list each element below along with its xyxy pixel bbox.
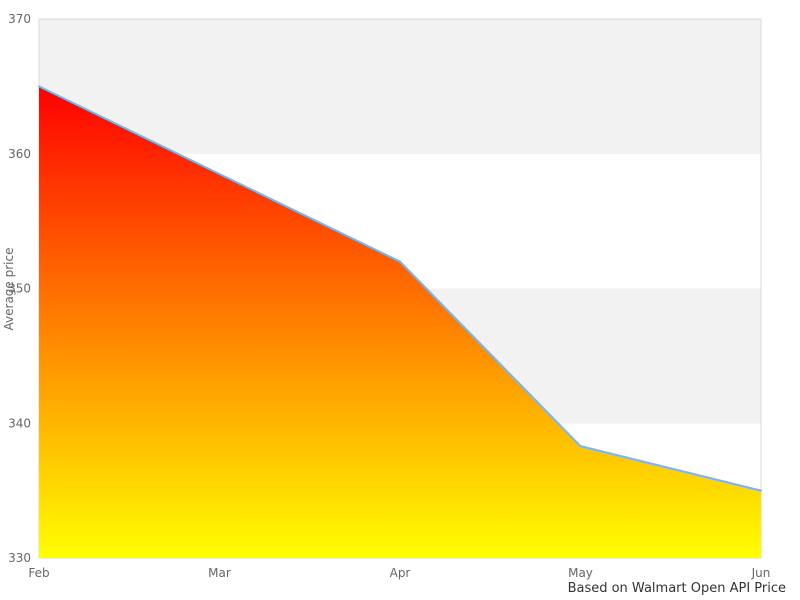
y-tick-label: 330 [8, 551, 31, 565]
x-tick-label: Apr [390, 566, 411, 580]
chart-caption: Based on Walmart Open API Price [568, 581, 786, 596]
area-series [39, 86, 761, 558]
line-series [38, 85, 762, 492]
x-tick-label: May [568, 566, 593, 580]
x-tick-label: Jun [751, 566, 771, 580]
series-line [38, 85, 762, 492]
x-axis-tick-labels: Feb Mar Apr May Jun [28, 566, 770, 580]
area-fill [39, 86, 761, 558]
y-tick-label: 360 [8, 147, 31, 161]
x-tick-label: Feb [28, 566, 49, 580]
y-axis-tick-labels: 330 340 350 360 370 [8, 12, 31, 565]
y-tick-label: 350 [8, 282, 31, 296]
y-tick-label: 340 [8, 416, 31, 430]
y-axis-title: Average price [2, 248, 16, 331]
x-tick-label: Mar [208, 566, 231, 580]
plot-band [39, 19, 761, 154]
y-tick-label: 370 [8, 12, 31, 26]
